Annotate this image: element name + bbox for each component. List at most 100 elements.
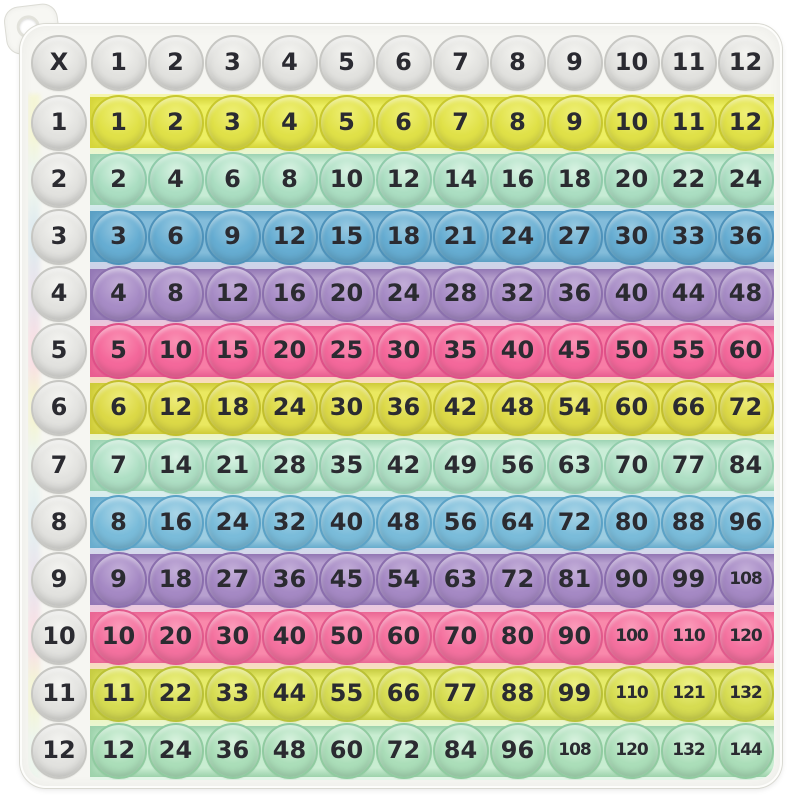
cell-product-bubble-4x12: 48	[717, 266, 774, 323]
product-bubble-5x12: 60	[717, 323, 774, 380]
cell-product-bubble-9x3: 27	[204, 551, 261, 608]
bubble-label: 50	[614, 336, 649, 365]
column-header-bubble-1: 1	[90, 35, 147, 91]
bubble-label: 12	[158, 393, 193, 422]
product-bubble-8x1: 8	[90, 494, 147, 551]
product-bubble-9x4: 36	[261, 551, 318, 608]
cell-product-bubble-9x7: 63	[432, 551, 489, 608]
bubble-label: 27	[215, 564, 250, 593]
cell-product-bubble-6x2: 12	[147, 380, 204, 437]
cell-product-bubble-2x8: 16	[489, 151, 546, 208]
cell-product-bubble-9x1: 9	[90, 551, 147, 608]
product-bubble-1x4: 4	[261, 94, 318, 151]
product-bubble-3x9: 27	[546, 208, 603, 265]
bubble-label: 84	[443, 736, 478, 765]
cell-column-header-bubble-10: 10	[603, 32, 660, 94]
cell-product-bubble-7x7: 49	[432, 437, 489, 494]
cell-product-bubble-5x12: 60	[717, 323, 774, 380]
column-header-bubble-8: 8	[489, 35, 546, 91]
cell-product-bubble-9x10: 90	[603, 551, 660, 608]
row-header-bubble-6: 6	[31, 380, 87, 437]
cell-product-bubble-12x1: 12	[90, 723, 147, 780]
product-bubble-6x11: 66	[660, 380, 717, 437]
cell-product-bubble-1x4: 4	[261, 94, 318, 151]
cell-product-bubble-6x12: 72	[717, 380, 774, 437]
product-bubble-2x2: 4	[147, 151, 204, 208]
row-band-4	[90, 268, 774, 320]
bubble-label: 40	[500, 336, 535, 365]
bubble-label: 63	[443, 564, 478, 593]
product-bubble-5x10: 50	[603, 323, 660, 380]
product-bubble-7x12: 84	[717, 437, 774, 494]
product-bubble-10x9: 90	[546, 609, 603, 666]
product-bubble-1x6: 6	[375, 94, 432, 151]
bubble-label: 77	[443, 679, 478, 708]
bubble-label: 36	[215, 736, 250, 765]
product-bubble-3x1: 3	[90, 208, 147, 265]
bubble-label: 10	[101, 622, 136, 651]
column-header-bubble-11: 11	[660, 35, 717, 91]
bubble-label: 48	[272, 736, 307, 765]
bubble-label: 12	[272, 221, 307, 250]
bubble-label: 72	[557, 507, 592, 536]
cell-product-bubble-4x11: 44	[660, 266, 717, 323]
bubble-label: 88	[671, 507, 706, 536]
bubble-label: 12	[728, 48, 763, 76]
product-bubble-5x11: 55	[660, 323, 717, 380]
bubble-label: 45	[329, 564, 364, 593]
cell-product-bubble-3x1: 3	[90, 208, 147, 265]
cell-product-bubble-2x1: 2	[90, 151, 147, 208]
cell-product-bubble-1x8: 8	[489, 94, 546, 151]
cell-column-header-bubble-1: 1	[90, 32, 147, 94]
bubble-label: 3	[110, 221, 127, 250]
cell-product-bubble-3x4: 12	[261, 208, 318, 265]
bubble-label: 2	[110, 164, 127, 193]
product-bubble-6x7: 42	[432, 380, 489, 437]
bubble-label: 36	[728, 221, 763, 250]
row-band-2	[90, 154, 774, 206]
product-bubble-4x6: 24	[375, 266, 432, 323]
product-bubble-6x10: 60	[603, 380, 660, 437]
product-bubble-11x2: 22	[147, 666, 204, 723]
cell-product-bubble-8x2: 16	[147, 494, 204, 551]
cell-column-header-bubble-7: 7	[432, 32, 489, 94]
product-bubble-3x6: 18	[375, 208, 432, 265]
product-bubble-2x9: 18	[546, 151, 603, 208]
bubble-label: 3	[50, 221, 68, 250]
product-bubble-12x4: 48	[261, 723, 318, 780]
cell-column-header-bubble-2: 2	[147, 32, 204, 94]
bubble-label: 42	[443, 393, 478, 422]
product-bubble-12x10: 120	[603, 723, 660, 780]
row-header-bubble-9: 9	[31, 551, 87, 608]
bubble-label: 48	[728, 279, 763, 308]
cell-product-bubble-4x1: 4	[90, 266, 147, 323]
column-header-bubble-7: 7	[432, 35, 489, 91]
product-bubble-6x9: 54	[546, 380, 603, 437]
row-header-bubble-1: 1	[31, 94, 87, 151]
product-bubble-3x2: 6	[147, 208, 204, 265]
cell-product-bubble-11x4: 44	[261, 666, 318, 723]
bubble-label: 60	[386, 622, 421, 651]
product-bubble-11x1: 11	[90, 666, 147, 723]
product-bubble-4x12: 48	[717, 266, 774, 323]
row-band-7	[90, 440, 774, 492]
product-bubble-11x5: 55	[318, 666, 375, 723]
cell-product-bubble-6x4: 24	[261, 380, 318, 437]
cell-product-bubble-7x3: 21	[204, 437, 261, 494]
bubble-label: 7	[50, 450, 68, 479]
cell-product-bubble-2x9: 18	[546, 151, 603, 208]
row-header-bubble-7: 7	[31, 437, 87, 494]
cell-product-bubble-5x7: 35	[432, 323, 489, 380]
cell-product-bubble-11x1: 11	[90, 666, 147, 723]
cell-product-bubble-7x5: 35	[318, 437, 375, 494]
product-bubble-8x7: 56	[432, 494, 489, 551]
product-bubble-7x2: 14	[147, 437, 204, 494]
cell-product-bubble-10x10: 100	[603, 609, 660, 666]
bubble-label: 3	[224, 107, 241, 136]
product-bubble-12x1: 12	[90, 723, 147, 780]
bubble-label: 66	[671, 393, 706, 422]
product-bubble-6x4: 24	[261, 380, 318, 437]
cell-product-bubble-4x7: 28	[432, 266, 489, 323]
product-bubble-7x5: 35	[318, 437, 375, 494]
